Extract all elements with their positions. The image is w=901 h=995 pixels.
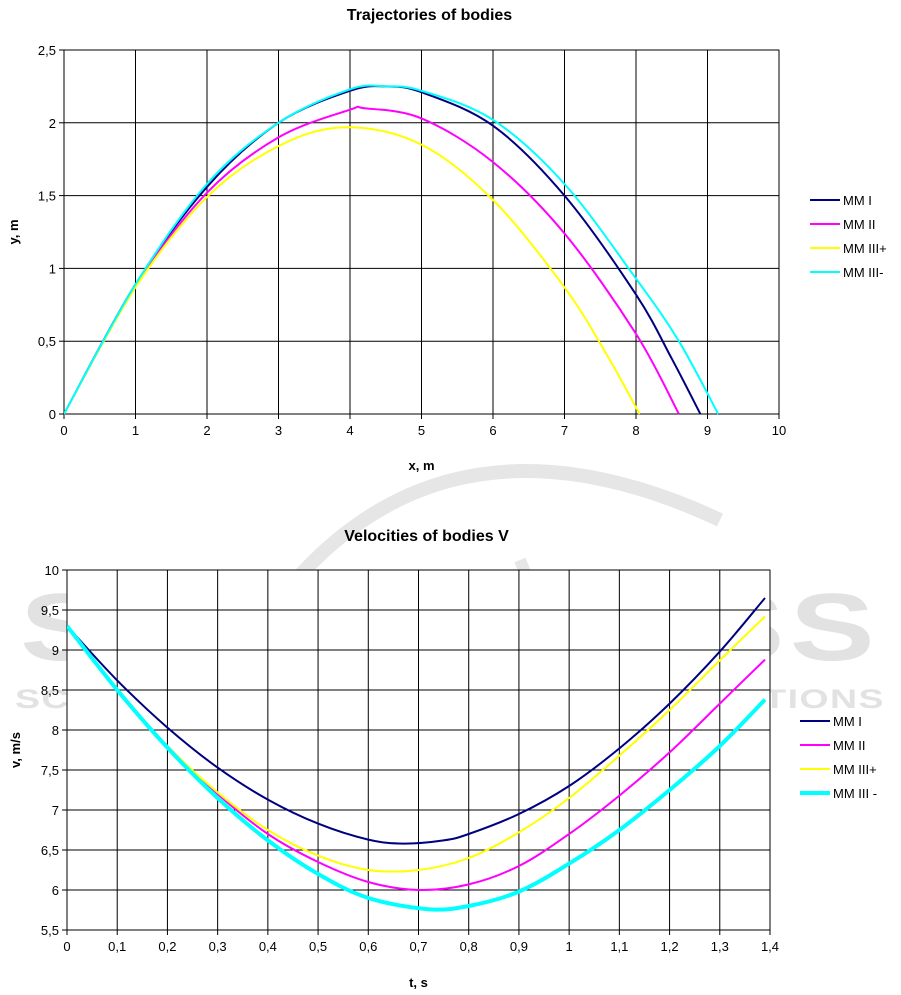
trajectories-chart: 0 1 2 3 4 5 6 7 8 9 10 0 0,5 1 1,5 2 2,5 Trajectories of …: [6, 7, 887, 473]
y-tick-label: 10: [45, 563, 59, 578]
y-tick-label: 9,5: [41, 603, 59, 618]
x-axis-label: x, m: [408, 458, 434, 473]
x-tick-label: 3: [275, 423, 282, 438]
y-tick-label: 0,5: [38, 334, 56, 349]
y-axis-label: y, m: [6, 219, 21, 244]
x-tick-label: 7: [561, 423, 568, 438]
legend-label: MM II: [833, 738, 866, 753]
x-tick-label: 0,7: [409, 939, 427, 954]
y-tick-label: 1: [49, 261, 56, 276]
y-tick-label: 1,5: [38, 189, 56, 204]
x-tick-label: 0,4: [259, 939, 277, 954]
chart-title: Trajectories of bodies: [347, 7, 512, 24]
series-line-1: [67, 597, 766, 845]
chart-title: Velocities of bodies V: [344, 528, 509, 545]
y-tick-label: 7: [52, 803, 59, 818]
x-tick-label: 0,9: [510, 939, 528, 954]
legend-label: MM III -: [833, 786, 877, 801]
x-tick-label: 0: [60, 423, 67, 438]
x-tick-label: 6: [489, 423, 496, 438]
x-tick-label: 1,3: [711, 939, 729, 954]
legend-label: MM II: [843, 217, 876, 232]
legend: MM I MM II MM III+ MM III -: [800, 714, 877, 801]
y-tick-label: 5,5: [41, 923, 59, 938]
x-tick-label: 1: [132, 423, 139, 438]
y-axis-label: v, m/s: [8, 732, 23, 768]
y-tick-label: 8: [52, 723, 59, 738]
x-tick-label: 8: [632, 423, 639, 438]
x-tick-label: 1,2: [661, 939, 679, 954]
y-tick-label: 2: [49, 116, 56, 131]
series-line-3: [64, 126, 641, 415]
legend-label: MM III+: [843, 241, 887, 256]
x-tick-label: 0,5: [309, 939, 327, 954]
gridlines: [67, 569, 771, 930]
x-tick-label: 1,1: [610, 939, 628, 954]
y-tick-label: 6: [52, 883, 59, 898]
series-line-4: [64, 84, 720, 415]
x-tick-label: 0,1: [108, 939, 126, 954]
x-tick-label: 4: [346, 423, 353, 438]
x-tick-label: 0,3: [209, 939, 227, 954]
y-tick-label: 7,5: [41, 763, 59, 778]
legend-label: MM I: [833, 714, 862, 729]
x-tick-label: 1: [566, 939, 573, 954]
x-tick-label: 1,4: [761, 939, 779, 954]
x-tick-label: 0,6: [359, 939, 377, 954]
velocities-chart: 0 0,1 0,2 0,3 0,4 0,5 0,6 0,7 0,8 0,9 1 1,1 1,2 1,3 1,…: [8, 528, 877, 990]
x-tick-label: 5: [418, 423, 425, 438]
x-tick-label: 9: [704, 423, 711, 438]
x-tick-label: 2: [203, 423, 210, 438]
series-line-4: [67, 624, 767, 912]
y-tick-label: 0: [49, 407, 56, 422]
x-axis-label: t, s: [409, 975, 428, 990]
x-tick-label: 10: [772, 423, 786, 438]
y-tick-label: 9: [52, 643, 59, 658]
x-tick-label: 0: [63, 939, 70, 954]
y-tick-label: 8,5: [41, 683, 59, 698]
y-tick-label: 2,5: [38, 43, 56, 58]
legend-label: MM III-: [843, 265, 883, 280]
legend: MM I MM II MM III+ MM III-: [810, 193, 887, 280]
y-tick-label: 6,5: [41, 843, 59, 858]
legend-label: MM III+: [833, 762, 877, 777]
legend-label: MM I: [843, 193, 872, 208]
series-line-2: [64, 105, 680, 415]
x-tick-label: 0,8: [460, 939, 478, 954]
x-tick-label: 0,2: [158, 939, 176, 954]
